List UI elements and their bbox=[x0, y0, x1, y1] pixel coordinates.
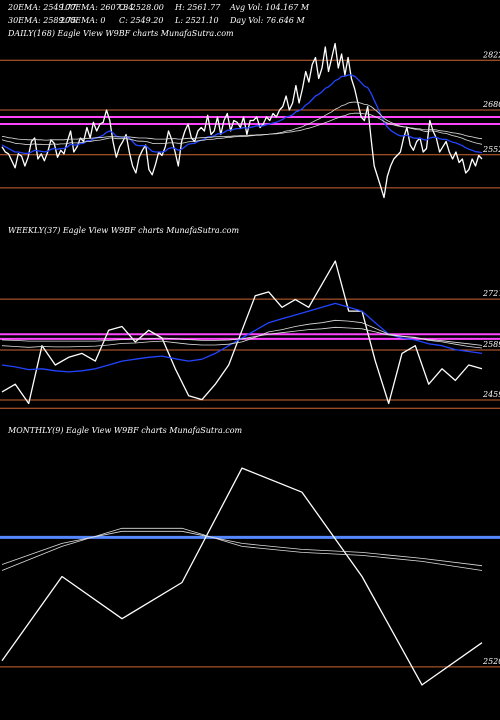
ema100-value: 100EMA: 2607.34 bbox=[60, 3, 134, 12]
close-value: C: 2549.20 bbox=[119, 16, 164, 25]
header-row-1: 20EMA: 2549.77 100EMA: 2607.34 O: 2528.0… bbox=[8, 3, 498, 13]
weekly-tick-label: 2459 bbox=[482, 390, 500, 399]
weekly-tick-label: 2589 bbox=[482, 340, 500, 349]
monthly-tick-label: 2520 bbox=[482, 657, 500, 666]
daily-panel-title: DAILY(168) Eagle View W9BF charts Munafa… bbox=[8, 29, 234, 38]
monthly-series-price-0 bbox=[1, 467, 483, 686]
monthly-series-ema_slow-2 bbox=[1, 530, 483, 567]
low-value: L: 2521.10 bbox=[175, 16, 219, 25]
ema200-value: 200EMA: 0 bbox=[60, 16, 106, 25]
monthly-panel-title: MONTHLY(9) Eagle View W9BF charts Munafa… bbox=[8, 426, 243, 435]
ema20-value: 20EMA: 2549.77 bbox=[8, 3, 77, 12]
header-row-2: 30EMA: 2589.75 200EMA: 0 C: 2549.20 L: 2… bbox=[8, 16, 498, 26]
monthly-series-ema_slow-1 bbox=[1, 527, 483, 571]
open-value: O: 2528.00 bbox=[119, 3, 164, 12]
avg-vol-value: Avg Vol: 104.167 M bbox=[230, 3, 310, 12]
weekly-series-price-0 bbox=[1, 260, 483, 405]
day-vol-value: Day Vol: 76.646 M bbox=[230, 16, 305, 25]
daily-series-price-0 bbox=[1, 42, 483, 199]
ema30-value: 30EMA: 2589.75 bbox=[8, 16, 77, 25]
weekly-series-ema_slow-3 bbox=[1, 326, 483, 346]
daily-series-ema_fast-1 bbox=[1, 74, 483, 155]
weekly-tick-label: 2721 bbox=[482, 289, 500, 298]
daily-series-ema_slow-3 bbox=[1, 112, 483, 141]
monthly-panel: 2520 bbox=[0, 467, 500, 686]
weekly-series-ema_fast-1 bbox=[1, 302, 483, 373]
high-value: H: 2561.77 bbox=[175, 3, 221, 12]
daily-tick-label: 2680 bbox=[482, 100, 500, 109]
weekly-panel: 2721 2589 2459 bbox=[0, 260, 500, 409]
weekly-panel-title: WEEKLY(37) Eagle View W9BF charts Munafa… bbox=[8, 226, 240, 235]
